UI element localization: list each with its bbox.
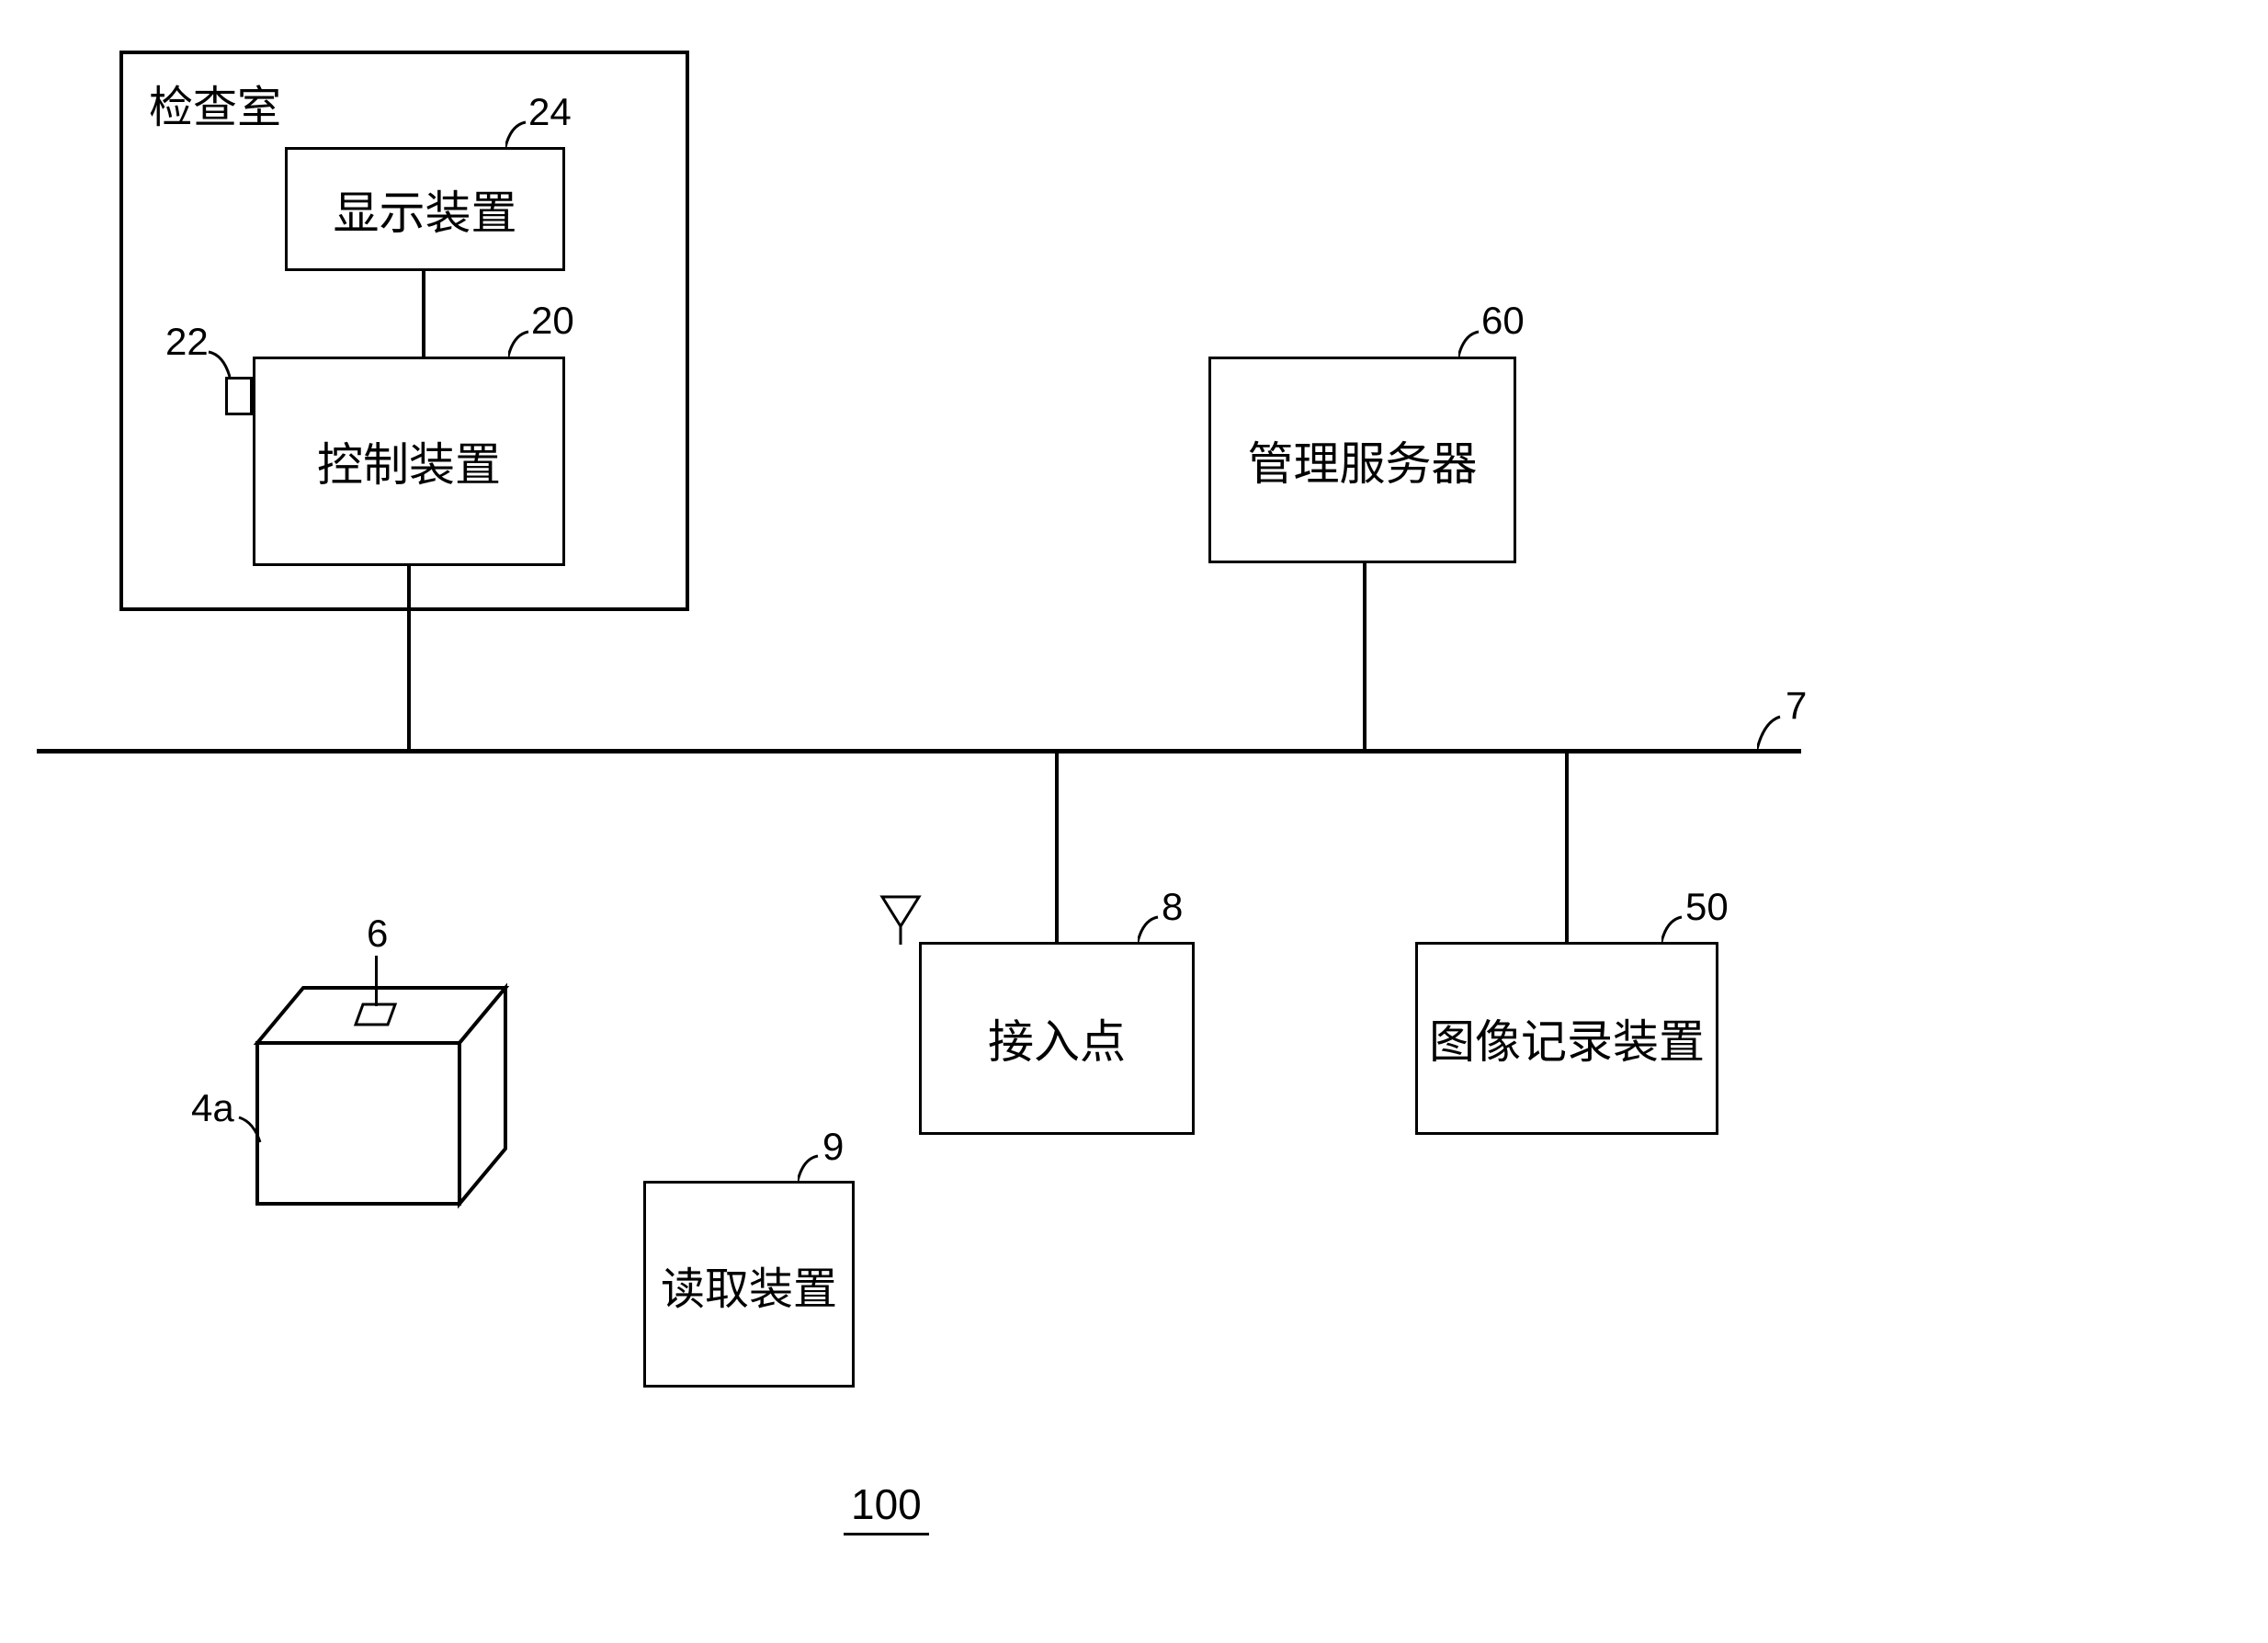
mgmt-server-block: 管理服务器 [1208,357,1516,563]
conn-display-control [422,271,425,357]
image-recorder-leader [1661,914,1717,951]
conn-mgmt-bus [1363,563,1366,749]
display-device-block: 显示装置 [285,147,565,271]
conn-control-bus [407,566,411,749]
access-point-block: 接入点 [919,942,1195,1135]
access-point-leader [1138,914,1193,951]
system-ref: 100 [844,1479,929,1535]
control-device-leader [508,329,563,366]
cube-tag-ref: 6 [367,912,388,956]
cube-icon [230,937,542,1231]
image-recorder-block: 图像记录装置 [1415,942,1718,1135]
display-device-leader [505,119,561,156]
cube-box-ref: 4a [191,1086,234,1130]
control-device-label: 控制装置 [317,428,501,494]
treatment-tool-box [230,937,542,1236]
antenna-icon [878,891,924,946]
control-device-block: 控制装置 [253,357,565,566]
access-point-label: 接入点 [988,1005,1126,1071]
system-diagram: 检查室 显示装置 24 控制装置 20 22 管理服务器 60 7 [0,0,2268,1643]
conn-bus-imagerecorder [1565,749,1569,942]
control-port-leader [198,349,244,386]
exam-room-title: 检查室 [149,71,281,135]
reader-leader [798,1153,853,1190]
reader-block: 读取装置 [643,1181,855,1388]
mgmt-server-leader [1458,329,1514,366]
conn-bus-accesspoint [1055,749,1059,942]
mgmt-server-label: 管理服务器 [1248,427,1478,493]
cube-tag-leader [375,956,378,1006]
reader-label: 读取装置 [661,1252,837,1317]
network-bus-leader [1757,712,1812,754]
network-bus-line [37,749,1801,754]
cube-box-leader [230,1115,276,1151]
image-recorder-label: 图像记录装置 [1429,1005,1705,1071]
display-device-label: 显示装置 [334,176,517,243]
